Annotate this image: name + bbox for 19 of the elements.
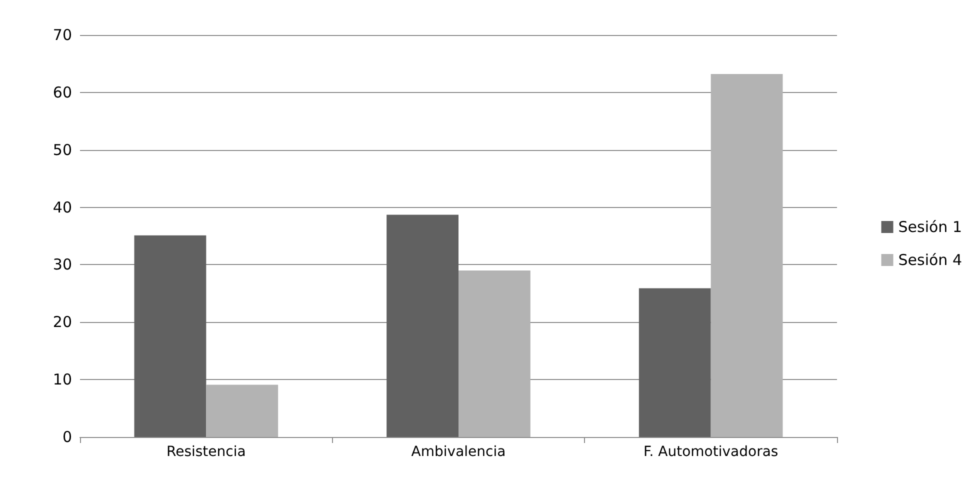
bar — [638, 288, 711, 437]
legend-label: Sesión 1 — [898, 218, 962, 236]
x-tick-label: Resistencia — [166, 444, 246, 460]
legend-label: Sesión 4 — [898, 251, 962, 269]
y-tick-label: 40 — [52, 198, 72, 216]
bar — [206, 384, 278, 437]
y-tick-label: 60 — [52, 83, 72, 102]
x-tick-label: F. Automotivadoras — [643, 444, 778, 460]
bar — [710, 74, 783, 437]
y-tick-label: 50 — [52, 140, 72, 159]
bar — [134, 235, 206, 437]
bar — [458, 270, 530, 437]
y-tick-label: 10 — [52, 370, 72, 389]
x-tick-label: Ambivalencia — [411, 444, 506, 460]
y-tick-label: 30 — [52, 256, 72, 274]
bar — [386, 214, 458, 437]
y-tick-label: 20 — [52, 313, 72, 332]
y-tick-label: 70 — [52, 26, 72, 44]
y-tick-label: 0 — [62, 428, 72, 446]
